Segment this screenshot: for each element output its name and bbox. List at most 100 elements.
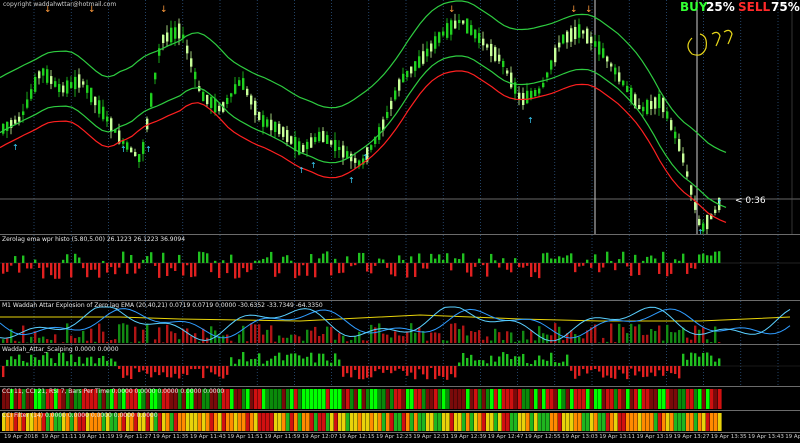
- histogram-bar: [270, 252, 272, 263]
- histogram-bar: [402, 260, 404, 263]
- scalping-bar: [602, 366, 604, 378]
- explosion-bar: [42, 337, 44, 343]
- scalping-bar: [118, 366, 120, 369]
- candle-body: [26, 99, 28, 107]
- candle-body: [18, 117, 20, 122]
- explosion-bar: [650, 329, 652, 343]
- histogram-bar: [38, 263, 40, 268]
- cci-block: [314, 389, 318, 409]
- scalping-bar: [402, 366, 404, 371]
- candle-body: [290, 136, 292, 144]
- scalping-bar: [454, 366, 456, 377]
- time-axis-label: 19 Apr 12:55: [525, 434, 561, 440]
- explosion-bar: [458, 329, 460, 343]
- scalping-bar: [546, 361, 548, 366]
- cci-block: [262, 389, 266, 409]
- histogram-bar: [690, 263, 692, 268]
- histogram-bar: [54, 263, 56, 279]
- histogram-bar: [310, 254, 312, 263]
- histogram-bar: [358, 253, 360, 263]
- cci-filter-block: [330, 413, 334, 431]
- candle-body: [42, 68, 44, 75]
- histogram-bar: [258, 261, 260, 263]
- scalping-bar: [662, 366, 664, 376]
- explosion-bar: [90, 329, 92, 343]
- candle-body: [502, 61, 504, 67]
- cci-filter-block: [338, 413, 342, 431]
- candle-body: [70, 82, 72, 88]
- cci-filter-block: [210, 413, 214, 431]
- price-chart-pane[interactable]: ↓↓↓↓↓↓↑↑↑↑↑↑↑↑↑↑ copyright waddahwttar@h…: [0, 0, 800, 234]
- explosion-bar: [70, 336, 72, 343]
- cci-filter-block: [178, 413, 182, 431]
- scalping-bar: [262, 364, 264, 366]
- indicator-pane-cci-rsi[interactable]: CCI 11, CCI 21, RSI 7, Bars Per Time 0.0…: [0, 386, 800, 411]
- explosion-bar: [470, 331, 472, 343]
- indicator-pane-waddah-explosion[interactable]: M1 Waddah Attar Explosion of Zero lag EM…: [0, 300, 800, 345]
- cci-block: [406, 389, 410, 409]
- explosion-bar: [674, 332, 676, 343]
- explosion-bar: [6, 338, 8, 343]
- explosion-bar: [254, 324, 256, 343]
- cci-block: [354, 389, 358, 409]
- histogram-bar: [474, 263, 476, 267]
- cci-block: [414, 389, 418, 409]
- cci-filter-block: [278, 413, 282, 431]
- histogram-bar: [478, 259, 480, 263]
- scalping-bar: [342, 366, 344, 377]
- scalping-bar: [374, 366, 376, 371]
- histogram-bar: [510, 263, 512, 272]
- explosion-bar: [186, 328, 188, 343]
- scalping-bar: [198, 366, 200, 369]
- histogram-bar: [594, 254, 596, 263]
- explosion-bar: [682, 328, 684, 343]
- cci-block: [590, 389, 594, 409]
- cci-filter-block: [574, 413, 578, 431]
- explosion-bar: [162, 342, 164, 343]
- cci-block: [658, 389, 662, 409]
- explosion-bar: [338, 333, 340, 343]
- cci-filter-block: [382, 413, 386, 431]
- candle-body: [82, 81, 84, 84]
- explosion-bar: [278, 336, 280, 343]
- buy-label: BUY: [680, 0, 708, 14]
- histogram-bar: [522, 263, 524, 268]
- scalping-bar: [710, 356, 712, 366]
- histogram-bar: [658, 263, 660, 274]
- indicator-pane-zerolag-wpr[interactable]: Zerolag ema wpr histo (5.80,5.00) 26.122…: [0, 234, 800, 301]
- price-chart[interactable]: ↓↓↓↓↓↓↑↑↑↑↑↑↑↑↑↑: [0, 0, 800, 234]
- explosion-bar: [410, 323, 412, 343]
- explosion-bar: [250, 323, 252, 343]
- cci-filter-block: [582, 413, 586, 431]
- histogram-bar: [534, 263, 536, 272]
- scalping-bar: [194, 366, 196, 369]
- histogram-bar: [178, 255, 180, 263]
- explosion-bar: [86, 341, 88, 343]
- explosion-bar: [226, 335, 228, 343]
- scalping-bar: [182, 366, 184, 374]
- cci-filter-block: [266, 413, 270, 431]
- scalping-bar: [410, 366, 412, 373]
- explosion-bar: [174, 333, 176, 343]
- buy-value: 25%: [706, 0, 735, 14]
- cci-block: [670, 389, 674, 409]
- candle-body: [38, 71, 40, 78]
- cci-block: [510, 389, 514, 409]
- candle-body: [454, 21, 456, 29]
- candle-body: [62, 86, 64, 93]
- explosion-bar: [486, 336, 488, 343]
- candle-body: [410, 67, 412, 74]
- candle-body: [102, 107, 104, 120]
- candle-body: [538, 88, 540, 93]
- cci-filter-block: [250, 413, 254, 431]
- scalping-bar: [134, 366, 136, 368]
- indicator-pane-cci-filter[interactable]: CCI Filter (14) 0.0000 0.0000 0.0000 0.0…: [0, 410, 800, 433]
- indicator-pane-waddah-scalping[interactable]: Waddah_Attar_Scalping 0.0000 0.0000: [0, 344, 800, 387]
- histogram-bar: [482, 263, 484, 265]
- cci-filter-block: [478, 413, 482, 431]
- explosion-bar: [166, 325, 168, 343]
- histogram-bar: [330, 263, 332, 275]
- histogram-bar: [166, 263, 168, 276]
- cci-block: [550, 389, 554, 409]
- sell-value: 75%: [771, 0, 800, 14]
